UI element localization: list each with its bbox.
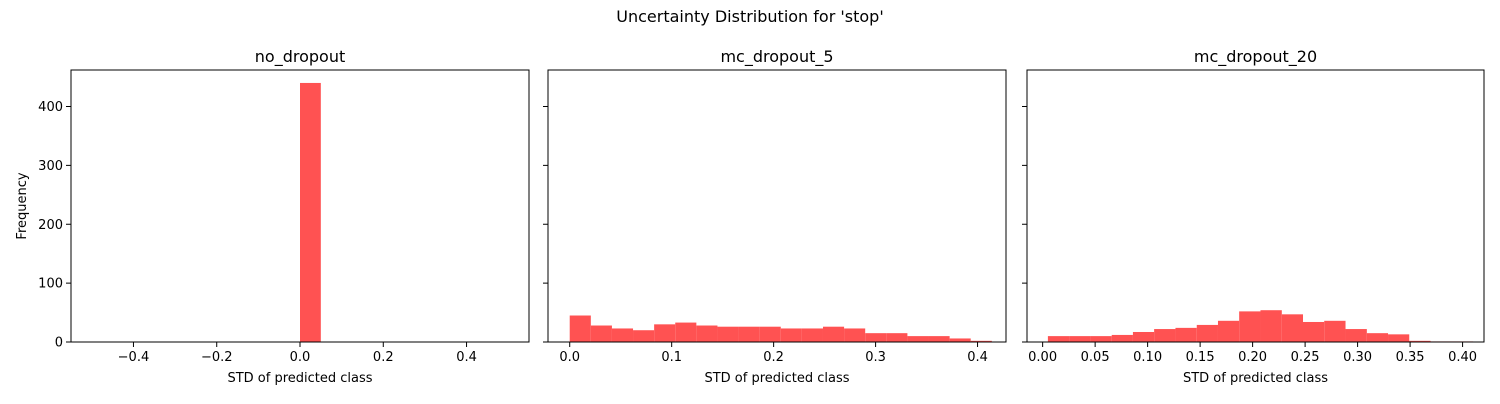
histogram-bar xyxy=(1366,333,1389,342)
panel-mc-dropout-20: 0.00 0.05 0.10 0.15 0.20 0.25 0.30 0.35 0.40 mc_d… xyxy=(1022,47,1485,386)
x-tick-label: 0.0 xyxy=(559,350,580,365)
x-tick-label: 0.35 xyxy=(1396,350,1425,365)
histogram-bar xyxy=(1345,329,1367,342)
histogram-bar xyxy=(633,330,655,342)
histogram-bar xyxy=(675,322,697,342)
histogram-bar xyxy=(1260,310,1282,342)
x-tick-label: 0.4 xyxy=(456,350,477,365)
histogram-bar xyxy=(300,82,321,342)
axes-frame xyxy=(1026,69,1485,343)
histogram-bar xyxy=(611,328,634,342)
x-tick-label: 0.0 xyxy=(290,350,311,365)
histogram-bar xyxy=(1175,327,1197,342)
histogram-bar xyxy=(970,340,992,342)
histogram-bar xyxy=(717,326,739,342)
x-tick-label: −0.2 xyxy=(201,350,233,365)
histogram-bar xyxy=(1324,320,1346,342)
x-tick-label: 0.2 xyxy=(763,350,784,365)
axes-frame xyxy=(547,69,1007,343)
x-tick-label: 0.20 xyxy=(1238,350,1267,365)
x-tick-label: 0.4 xyxy=(967,350,988,365)
x-tick-label: 0.2 xyxy=(373,350,394,365)
histogram-bar xyxy=(822,326,845,342)
panel-mc-dropout-5: 0.0 0.1 0.2 0.3 0.4 mc_dropout_5 STD of predic… xyxy=(543,47,1007,386)
histogram-bar xyxy=(865,333,887,342)
histogram-bar xyxy=(759,326,781,342)
histogram-bar xyxy=(1069,336,1091,342)
histogram-bar xyxy=(780,328,802,342)
x-tick-label: 0.10 xyxy=(1133,350,1162,365)
histogram-bar xyxy=(1047,336,1070,342)
histogram-bar xyxy=(569,315,591,342)
x-tick-label: 0.05 xyxy=(1081,350,1110,365)
y-axis-label: Frequency xyxy=(15,172,30,239)
histogram-bar xyxy=(1388,334,1410,342)
histogram-bar xyxy=(886,333,908,342)
histogram-bar xyxy=(907,336,929,342)
x-tick-label: 0.15 xyxy=(1186,350,1215,365)
y-tick-label: 200 xyxy=(38,218,63,233)
x-axis-label: STD of predicted class xyxy=(704,371,849,386)
histogram-bar xyxy=(1217,320,1240,342)
panel-no-dropout: −0.4 −0.2 0.0 0.2 0.4 0 100 200 300 400 no_dropout… xyxy=(15,47,530,386)
histogram-bar xyxy=(949,338,971,342)
axes-title: no_dropout xyxy=(255,47,345,67)
histogram-bar xyxy=(1090,336,1112,342)
histogram-bar xyxy=(1281,314,1304,342)
x-tick-label: −0.4 xyxy=(118,350,150,365)
x-tick-label: 0.00 xyxy=(1028,350,1057,365)
histogram-bar xyxy=(801,328,823,342)
axes-title: mc_dropout_5 xyxy=(720,47,833,67)
axes-title: mc_dropout_20 xyxy=(1194,47,1317,67)
x-tick-label: 0.40 xyxy=(1448,350,1477,365)
x-axis-label: STD of predicted class xyxy=(227,371,372,386)
histogram-bar xyxy=(1154,329,1176,342)
histogram-bar xyxy=(654,324,676,342)
histogram-bar xyxy=(1239,311,1261,342)
histogram-bar xyxy=(1196,324,1218,342)
histogram-bar xyxy=(1409,340,1431,342)
histogram-bar xyxy=(928,336,950,342)
histogram-bar xyxy=(844,328,866,342)
y-tick-label: 0 xyxy=(55,336,63,351)
histogram-bar xyxy=(1111,334,1133,342)
y-tick-label: 300 xyxy=(38,159,63,174)
histogram-bar xyxy=(590,325,612,342)
x-tick-label: 0.30 xyxy=(1343,350,1372,365)
histogram-bar xyxy=(738,326,760,342)
x-tick-label: 0.3 xyxy=(865,350,886,365)
x-tick-label: 0.1 xyxy=(661,350,682,365)
x-axis-label: STD of predicted class xyxy=(1183,371,1328,386)
histogram-bar xyxy=(1303,321,1325,342)
y-tick-label: 100 xyxy=(38,277,63,292)
figure-suptitle: Uncertainty Distribution for 'stop' xyxy=(616,7,883,26)
histogram-bar xyxy=(696,325,718,342)
y-tick-label: 400 xyxy=(38,100,63,115)
histogram-bar xyxy=(1132,331,1155,342)
x-tick-label: 0.25 xyxy=(1291,350,1320,365)
